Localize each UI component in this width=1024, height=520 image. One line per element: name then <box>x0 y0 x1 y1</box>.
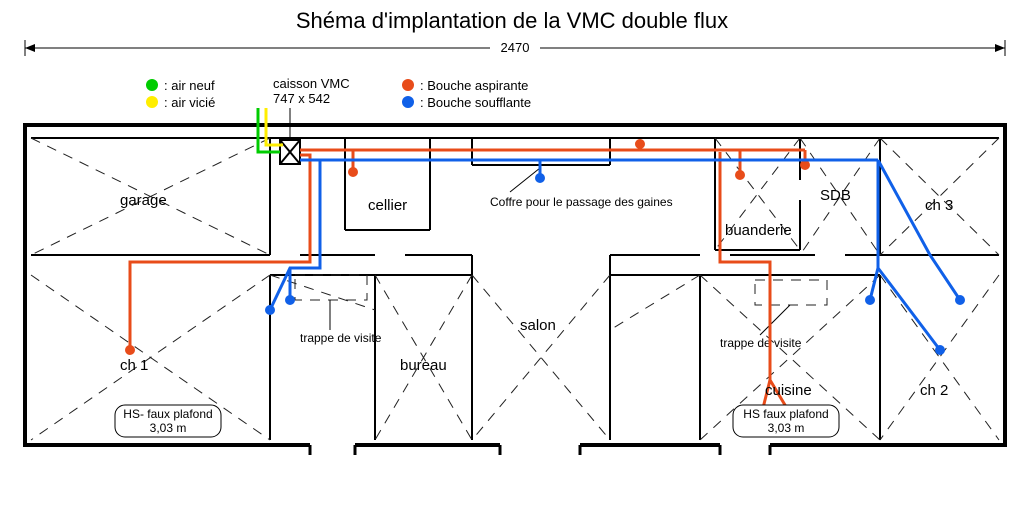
svg-text:: Bouche aspirante: : Bouche aspirante <box>420 78 528 93</box>
caisson-label-line1: caisson VMC <box>273 76 350 91</box>
label-ch3: ch 3 <box>925 197 953 214</box>
floor-plan-diagram: Shéma d'implantation de la VMC double fl… <box>0 0 1024 520</box>
mid-wall <box>31 255 999 275</box>
label-buanderie: buanderie <box>725 222 792 239</box>
legend-label-air-neuf: air neuf <box>171 78 215 93</box>
label-garage: garage <box>120 192 167 209</box>
label-sdb: SDB <box>820 187 851 204</box>
legend-right: : Bouche aspirante : Bouche soufflante <box>402 78 531 110</box>
legend-left: : air neuf : air vicié <box>146 78 215 110</box>
svg-text:: Bouche soufflante: : Bouche soufflante <box>420 95 531 110</box>
label-salon: salon <box>520 317 556 334</box>
legend-label-soufflante: Bouche soufflante <box>427 95 531 110</box>
legend-label-air-vicie: air vicié <box>171 95 215 110</box>
page-title: Shéma d'implantation de la VMC double fl… <box>296 8 728 33</box>
svg-text:3,03 m: 3,03 m <box>150 421 187 435</box>
label-ch2: ch 2 <box>920 382 948 399</box>
legend-dot-air-vicie <box>146 96 158 108</box>
svg-text:: air vicié: : air vicié <box>164 95 215 110</box>
legend-label-aspirante: Bouche aspirante <box>427 78 528 93</box>
hs-plafond-tag-right: HS faux plafond 3,03 m <box>733 405 839 437</box>
dashed-diagonals <box>31 138 999 440</box>
hs-plafond-tag-left: HS- faux plafond 3,03 m <box>115 405 221 437</box>
coffre-callout: Coffre pour le passage des gaines <box>490 168 673 209</box>
caisson-label-line2: 747 x 542 <box>273 91 330 106</box>
svg-text:3,03 m: 3,03 m <box>768 421 805 435</box>
label-cellier: cellier <box>368 197 407 214</box>
label-ch1: ch 1 <box>120 357 148 374</box>
svg-text:HS- faux plafond: HS- faux plafond <box>123 407 212 421</box>
label-bureau: bureau <box>400 357 447 374</box>
room-labels: garage cellier salon bureau cuisine buan… <box>120 187 953 399</box>
dimension-value: 2470 <box>501 40 530 55</box>
dimension-line-top: 2470 <box>25 38 1005 56</box>
legend-dot-aspirante <box>402 79 414 91</box>
svg-text:trappe de visite: trappe de visite <box>300 331 382 345</box>
svg-text:Coffre pour le passage des gai: Coffre pour le passage des gaines <box>490 195 673 209</box>
svg-text:: air neuf: : air neuf <box>164 78 215 93</box>
svg-text:trappe de visite: trappe de visite <box>720 336 802 350</box>
svg-text:HS faux plafond: HS faux plafond <box>743 407 828 421</box>
trappe-left: trappe de visite <box>300 300 382 345</box>
legend-dot-soufflante <box>402 96 414 108</box>
trappe-right: trappe de visite <box>720 305 802 350</box>
ducts-aspirante <box>130 144 805 430</box>
aspirante-terminals <box>125 139 810 435</box>
building-outline <box>25 125 1005 445</box>
legend-dot-air-neuf <box>146 79 158 91</box>
label-cuisine: cuisine <box>765 382 812 399</box>
